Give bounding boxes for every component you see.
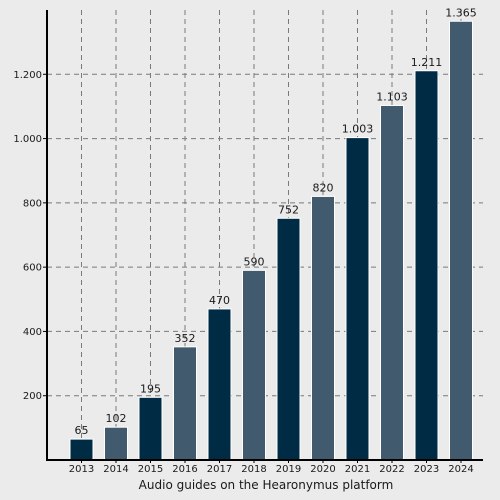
data-label-2014: 102 [106, 412, 127, 425]
y-tick-label: 400 [23, 327, 42, 338]
data-labels: 65 102 195 352 470 590 752 820 1.003 1.103 1.211 1.… [75, 6, 477, 437]
y-tick-label: 1.200 [13, 70, 42, 81]
x-tick-label-2018: 2018 [241, 464, 266, 475]
data-label-2016: 352 [175, 332, 196, 345]
x-tick-label-2021: 2021 [345, 464, 370, 475]
x-tick-label-2024: 2024 [448, 464, 473, 475]
bar-2016 [173, 346, 197, 461]
y-tick-label: 1.000 [13, 134, 42, 145]
bar-2019 [276, 217, 301, 461]
bar-2023 [414, 70, 439, 461]
bar-2015 [138, 396, 163, 461]
x-tick-label-2022: 2022 [379, 464, 404, 475]
tick-labels: 200 400 600 800 1.000 1.200 2013 2014 2015 2016 20… [13, 70, 473, 475]
x-axis-title: Audio guides on the Hearonymus platform [139, 478, 394, 492]
axes [43, 10, 483, 463]
data-label-2022: 1.103 [376, 90, 408, 103]
bar-2022 [380, 104, 404, 461]
y-tick-label: 200 [23, 391, 42, 402]
data-label-2020: 820 [313, 181, 334, 194]
data-label-2024: 1.365 [445, 6, 477, 19]
data-label-2017: 470 [209, 294, 230, 307]
bar-2014 [104, 426, 128, 461]
bar-2013 [69, 438, 94, 461]
x-tick-label-2015: 2015 [138, 464, 163, 475]
y-tick-label: 600 [23, 263, 42, 274]
data-label-2021: 1.003 [342, 123, 374, 136]
bar-2021 [345, 137, 370, 461]
bar-2020 [311, 195, 335, 461]
data-label-2018: 590 [244, 255, 265, 268]
bar-2017 [207, 308, 232, 461]
data-label-2013: 65 [75, 424, 89, 437]
data-label-2023: 1.211 [411, 56, 443, 69]
data-label-2015: 195 [140, 382, 161, 395]
x-tick-label-2023: 2023 [414, 464, 439, 475]
x-tick-label-2020: 2020 [310, 464, 335, 475]
y-tick-label: 800 [23, 198, 42, 209]
data-label-2019: 752 [278, 203, 299, 216]
x-tick-label-2019: 2019 [276, 464, 301, 475]
x-tick-label-2016: 2016 [172, 464, 197, 475]
x-tick-label-2014: 2014 [103, 464, 128, 475]
bar-2018 [242, 269, 266, 461]
x-tick-label-2017: 2017 [207, 464, 232, 475]
x-tick-label-2013: 2013 [69, 464, 94, 475]
bar-2024 [449, 20, 473, 461]
